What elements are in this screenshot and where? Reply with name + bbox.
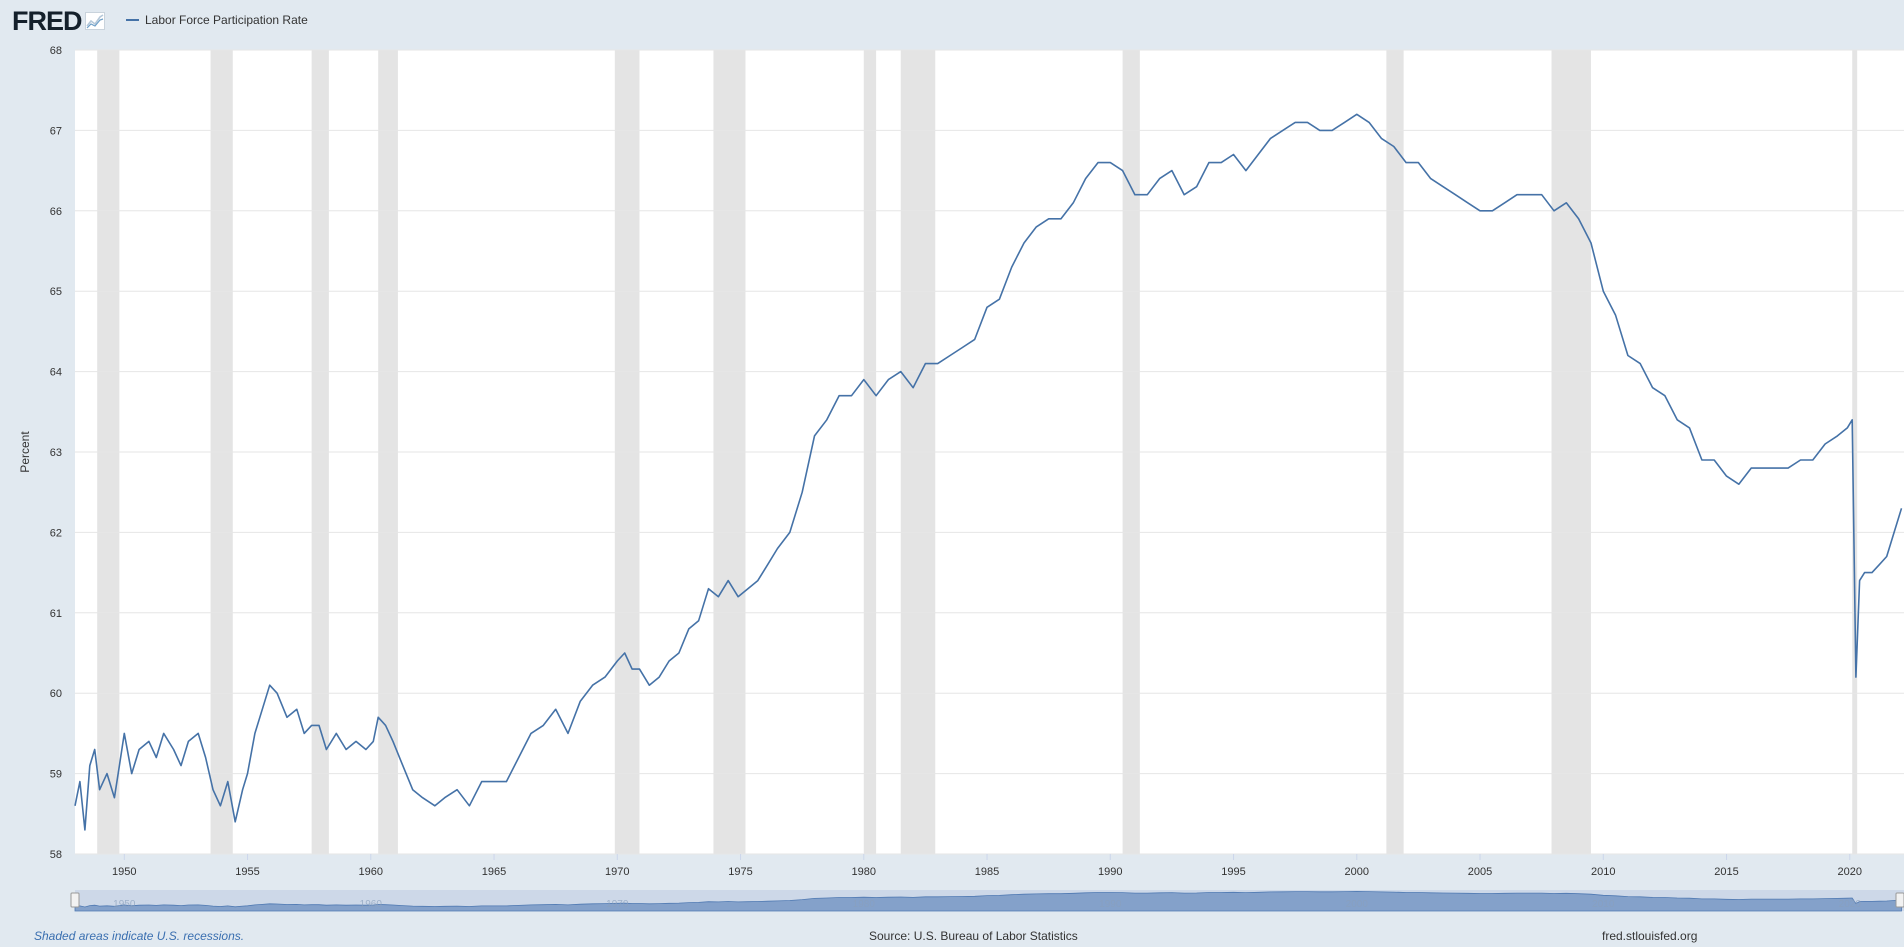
gridlines [75, 49, 1904, 855]
x-tick-label: 2010 [1591, 866, 1615, 878]
y-tick-label: 58 [50, 849, 62, 861]
range-navigator[interactable]: 1950 1960 1970 1980 1990 2000 2010 2020 [70, 890, 1904, 912]
navigator-year-label: 1950 [113, 899, 136, 910]
navigator-year-label: 2020 [1839, 899, 1862, 910]
chart-legend: Labor Force Participation Rate [126, 13, 308, 27]
navigator-year-label: 1980 [853, 899, 876, 910]
x-tick-label: 1985 [975, 866, 999, 878]
chart-header: FRED Labor Force Participation Rate [0, 0, 1904, 42]
y-tick-label: 68 [50, 45, 62, 57]
navigator-series-area [74, 890, 1902, 912]
legend-swatch [126, 19, 139, 21]
site-link[interactable]: fred.stlouisfed.org [1602, 929, 1698, 943]
x-tick-label: 1960 [359, 866, 383, 878]
y-tick-label: 66 [50, 206, 62, 218]
navigator-handle-left[interactable] [70, 892, 80, 908]
legend-label: Labor Force Participation Rate [145, 13, 308, 27]
x-tick-label: 1980 [852, 866, 876, 878]
y-tick-label: 61 [50, 608, 62, 620]
source-note: Source: U.S. Bureau of Labor Statistics [869, 929, 1078, 943]
navigator-labels: 1950 1960 1970 1980 1990 2000 2010 2020 [113, 899, 1861, 910]
y-tick-label: 62 [50, 527, 62, 539]
y-axis-label: Percent [18, 431, 32, 473]
recession-footnote: Shaded areas indicate U.S. recessions. [34, 929, 245, 943]
x-axis-ticks: 1950 1955 1960 1965 1970 1975 1980 1985 1990 1995… [112, 854, 1862, 878]
x-tick-label: 2020 [1838, 866, 1862, 878]
navigator-handle-right[interactable] [1895, 892, 1904, 908]
navigator-year-label: 2000 [1346, 899, 1369, 910]
series-line [74, 113, 1903, 831]
series-layer [74, 113, 1903, 831]
navigator-year-label: 2010 [1592, 899, 1615, 910]
y-tick-label: 63 [50, 447, 62, 459]
navigator-year-label: 1990 [1099, 899, 1122, 910]
fred-logo[interactable]: FRED [12, 7, 105, 35]
y-tick-label: 59 [50, 769, 62, 781]
x-tick-label: 1955 [235, 866, 259, 878]
y-tick-label: 60 [50, 688, 62, 700]
x-tick-label: 2005 [1468, 866, 1492, 878]
x-tick-label: 1995 [1221, 866, 1245, 878]
x-tick-label: 2000 [1345, 866, 1369, 878]
navigator-year-label: 1970 [606, 899, 629, 910]
x-tick-label: 2015 [1714, 866, 1738, 878]
x-tick-label: 1950 [112, 866, 136, 878]
chart-line-icon [84, 12, 105, 30]
y-axis-ticks: 58 59 60 61 62 63 64 65 66 67 68 [50, 45, 62, 861]
x-tick-label: 1975 [728, 866, 752, 878]
x-tick-label: 1965 [482, 866, 506, 878]
x-tick-label: 1970 [605, 866, 629, 878]
y-tick-label: 67 [50, 125, 62, 137]
x-tick-label: 1990 [1098, 866, 1122, 878]
navigator-year-label: 1960 [360, 899, 383, 910]
y-tick-label: 65 [50, 286, 62, 298]
chart-footer: Shaded areas indicate U.S. recessions. S… [0, 925, 1904, 947]
fred-logo-text: FRED [12, 6, 82, 36]
y-tick-label: 64 [50, 367, 62, 379]
